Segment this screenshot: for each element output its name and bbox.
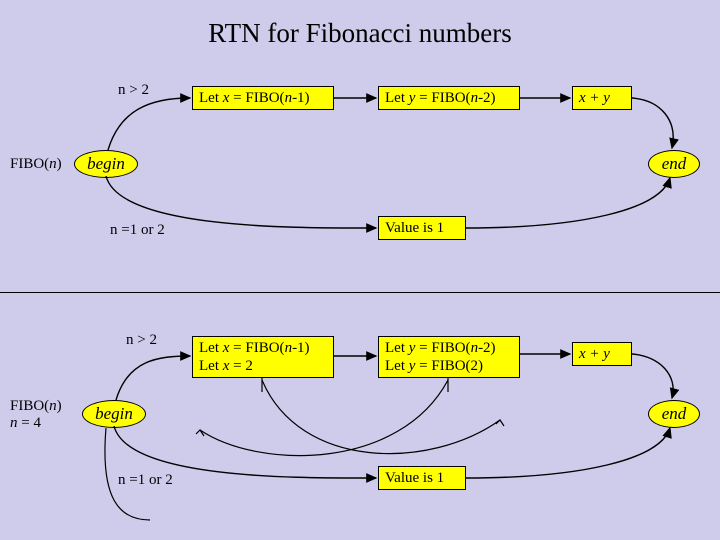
xplusy-box-top: x + y [572,86,632,110]
value1-box-top: Value is 1 [378,216,466,240]
xplusy-box-bot: x + y [572,342,632,366]
fibo-n4-label-bot: FIBO(n)n = 4 [10,398,62,432]
begin-node-top: begin [74,150,138,178]
end-node-top: end [648,150,700,178]
n-1-or-2-label-bot: n =1 or 2 [118,472,173,489]
value1-box-bot: Value is 1 [378,466,466,490]
divider [0,292,720,293]
n-gt-2-label-top: n > 2 [118,82,149,99]
end-node-bot: end [648,400,700,428]
let-y-box-top: Let y = FIBO(n-2) [378,86,520,110]
begin-node-bot: begin [82,400,146,428]
let-x-box-top: Let x = FIBO(n-1) [192,86,334,110]
let-x-box-bot: Let x = FIBO(n-1) Let x = 2 [192,336,334,378]
fibo-n-label-top: FIBO(n) [10,156,62,173]
n-1-or-2-label-top: n =1 or 2 [110,222,165,239]
page-title: RTN for Fibonacci numbers [0,18,720,49]
n-gt-2-label-bot: n > 2 [126,332,157,349]
let-y-box-bot: Let y = FIBO(n-2) Let y = FIBO(2) [378,336,520,378]
arrows-svg [0,0,720,540]
